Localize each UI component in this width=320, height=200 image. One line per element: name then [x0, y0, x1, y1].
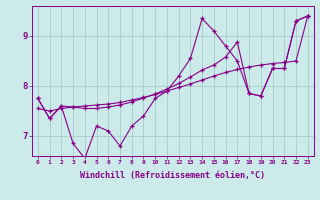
X-axis label: Windchill (Refroidissement éolien,°C): Windchill (Refroidissement éolien,°C): [80, 171, 265, 180]
